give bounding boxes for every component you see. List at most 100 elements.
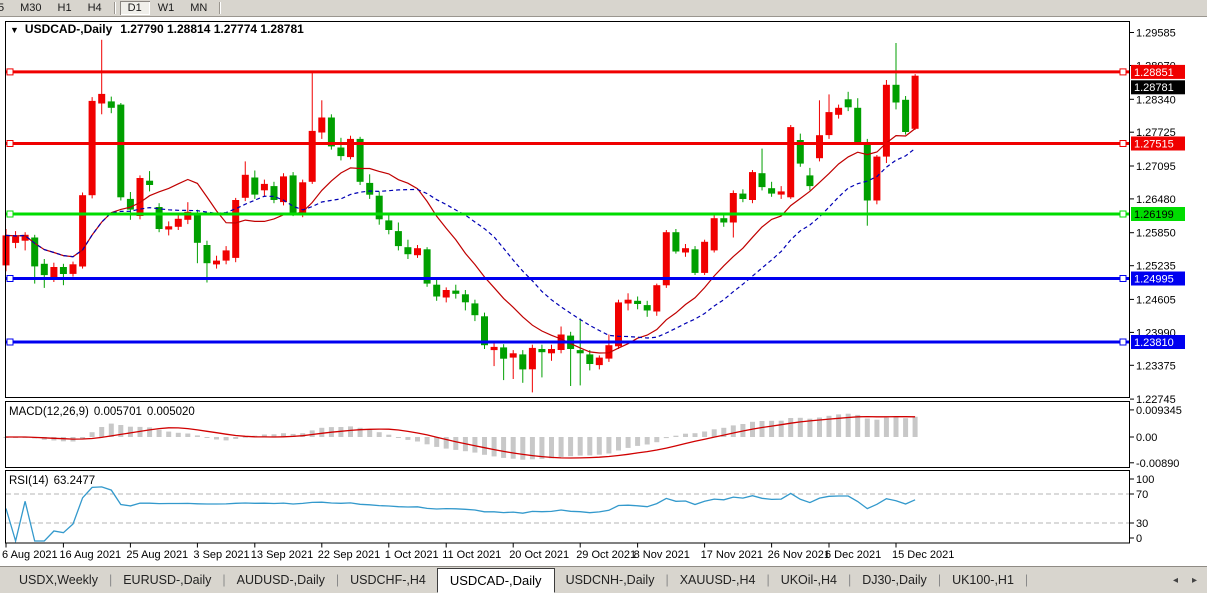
- tab-divider: |: [222, 573, 226, 587]
- macd-histogram-bar: [185, 433, 191, 437]
- timeframe-button-m30[interactable]: M30: [20, 2, 42, 14]
- candle: [318, 117, 326, 133]
- macd-histogram-bar: [271, 434, 277, 437]
- macd-histogram-bar: [357, 427, 363, 437]
- macd-histogram-bar: [395, 437, 401, 438]
- rsi-value: 63.2477: [54, 475, 96, 487]
- line-handle: [1119, 210, 1127, 218]
- timeframe-button-h1[interactable]: H1: [57, 2, 72, 14]
- macd-histogram-bar: [912, 416, 918, 437]
- timeframe-button-d1[interactable]: D1: [119, 1, 150, 15]
- panel-border: [5, 401, 1130, 468]
- macd-histogram-bar: [482, 437, 487, 455]
- price-scale-label: 1.26480: [1136, 194, 1176, 206]
- candle: [500, 347, 508, 359]
- tab-usdcnh-daily[interactable]: USDCNH-,Daily: [565, 573, 655, 587]
- rsi-scale-label: 100: [1136, 474, 1154, 486]
- candle: [347, 138, 354, 158]
- macd-signal-line: [6, 415, 916, 459]
- macd-histogram-bar: [424, 437, 430, 445]
- rsi-indicator: [5, 486, 1129, 544]
- macd-histogram-bar: [127, 426, 133, 437]
- date-label: 13 Sep 2021: [251, 549, 313, 561]
- price-scale: 1.295851.289701.283401.277251.270951.264…: [1130, 28, 1185, 545]
- macd-scale-label: 0.009345: [1136, 405, 1182, 417]
- date-label: 1 Oct 2021: [385, 549, 439, 561]
- macd-histogram-bar: [434, 437, 440, 447]
- tab-divider: |: [766, 573, 770, 587]
- macd-histogram-bar: [903, 418, 909, 437]
- macd-signal-value: 0.005020: [147, 406, 195, 418]
- timeframe-button-5[interactable]: 5: [0, 2, 5, 14]
- candle: [691, 249, 699, 273]
- candle: [528, 347, 536, 370]
- tab-ukoil-h4[interactable]: UKOil-,H4: [780, 573, 837, 587]
- tab-dj30-daily[interactable]: DJ30-,Daily: [862, 573, 927, 587]
- macd-histogram-bar: [319, 427, 325, 437]
- price-scale-label: 1.24605: [1136, 294, 1176, 306]
- macd-scale-label: 0.00: [1136, 432, 1157, 444]
- candle: [729, 193, 737, 223]
- candle: [576, 350, 584, 354]
- price-scale-label: 1.23375: [1136, 360, 1176, 372]
- timeframe-button-w1[interactable]: W1: [157, 2, 175, 14]
- candle: [634, 300, 642, 304]
- tab-eurusd-daily[interactable]: EURUSD-,Daily: [123, 573, 212, 587]
- macd-histogram-bar: [443, 437, 449, 449]
- candle: [452, 290, 460, 294]
- tab-usdx-weekly[interactable]: USDX,Weekly: [19, 573, 98, 587]
- candle: [136, 178, 144, 216]
- candle: [423, 249, 431, 284]
- tab-scroll-right-icon[interactable]: ▸: [1191, 574, 1197, 586]
- svg-text:1.28781: 1.28781: [1134, 82, 1174, 94]
- macd-histogram-bar: [826, 415, 832, 437]
- moving-average-20: [6, 148, 916, 339]
- tab-scroll-left-icon[interactable]: ◂: [1172, 574, 1178, 586]
- tab-audusd-daily[interactable]: AUDUSD-,Daily: [236, 573, 325, 587]
- candle: [892, 84, 900, 103]
- candlestick-series: [2, 39, 919, 393]
- candle: [768, 188, 776, 194]
- chart-area[interactable]: 1.295851.289701.283401.277251.270951.264…: [0, 0, 1207, 566]
- chart-symbol-label: USDCAD-,Daily: [25, 22, 113, 36]
- moving-average-12: [6, 128, 916, 354]
- line-handle: [6, 68, 14, 76]
- macd-histogram-bar: [549, 437, 554, 459]
- candle: [98, 93, 106, 104]
- tab-xauusd-h4[interactable]: XAUUSD-,H4: [679, 573, 756, 587]
- candle: [605, 345, 613, 359]
- tab-usdcad-daily[interactable]: USDCAD-,Daily: [436, 567, 555, 593]
- date-label: 15 Dec 2021: [892, 549, 954, 561]
- candle: [165, 226, 173, 230]
- macd-histogram-bar: [338, 427, 344, 437]
- date-label: 25 Aug 2021: [126, 549, 188, 561]
- macd-histogram-bar: [616, 437, 621, 451]
- horizontal-lines[interactable]: [6, 68, 1129, 346]
- timeframe-button-h4[interactable]: H4: [87, 2, 102, 14]
- macd-histogram-bar: [711, 429, 717, 437]
- date-label: 6 Dec 2021: [825, 549, 881, 561]
- macd-histogram-bar: [309, 430, 315, 437]
- macd-histogram-bar: [166, 431, 172, 437]
- timeframe-button-mn[interactable]: MN: [190, 2, 208, 14]
- macd-histogram-bar: [702, 431, 708, 437]
- macd-histogram-bar: [817, 417, 822, 437]
- macd-histogram-bar: [175, 432, 181, 437]
- candle: [787, 127, 795, 198]
- tab-usdchf-h4[interactable]: USDCHF-,H4: [350, 573, 426, 587]
- tab-divider: |: [937, 573, 942, 587]
- candle: [844, 99, 852, 108]
- candle: [902, 99, 910, 132]
- candle: [184, 211, 192, 220]
- macd-histogram-bar: [883, 417, 889, 437]
- macd-histogram-bar: [654, 437, 660, 443]
- tab-uk100-h1[interactable]: UK100-,H1: [952, 573, 1014, 587]
- timeframe-toolbar: 5 M30 H1 H4 D1 W1 MN: [0, 0, 1207, 17]
- candle: [414, 248, 421, 256]
- line-price-label: [1131, 64, 1185, 79]
- macd-histogram-bar: [386, 434, 392, 437]
- candle: [701, 241, 709, 273]
- chart-ohlc-values: 1.27790 1.28814 1.27774 1.28781: [120, 22, 304, 36]
- symbol-tab-bar: USDX,Weekly | EURUSD-,Daily | AUDUSD-,Daily |…: [0, 566, 1207, 593]
- line-price-label: [1131, 207, 1185, 221]
